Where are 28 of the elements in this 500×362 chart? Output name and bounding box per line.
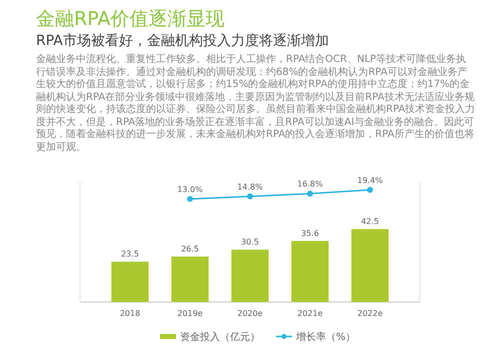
bar xyxy=(171,256,209,302)
data-label: 26.5 xyxy=(181,244,199,254)
chart-subtitle: RPA市场被看好，金融机构投入力度将逐渐增加 xyxy=(36,32,329,50)
data-label: 35.6 xyxy=(301,228,319,238)
data-label: 14.8% xyxy=(237,182,264,192)
legend-label: 增长率（%） xyxy=(295,331,356,343)
point xyxy=(307,190,313,197)
legend-label: 资金投入（亿元） xyxy=(180,331,260,343)
bar xyxy=(231,250,269,302)
bar xyxy=(351,229,389,302)
point xyxy=(367,186,373,193)
x-tick-label: 2018 xyxy=(120,309,140,318)
text: 金融业务中流程化、重复性工作较多。相比于人工操作，RPA结合OCR、NLP等技术可降低业务执行错误率及非法操作。通过对金融机构的调研发现：约68%的金融机构认为RPA可以对金融业务产生较大的价值且愿意尝试，以银行居多；约15%的金融机构对RPA的使用持中立态度；约17%的金融机构认为RPA在部分业务领域中很难落地，主要原因为监管制约以及目前RPA技术无法适应业务规则的快速变化，持该态度的以证券、保险公司居多。虽然目前看来中国金融机构RPA技术资金投入力度并不大，但是，RPA落地的业务场景正在逐渐丰富，且RPA可以加速AI与金融业务的融合。因此可预见，随着金融科技的进一步发展，未来金融机构对RPA的投入会逐渐增加，RPA所产生的价值也将更加可观。 xyxy=(36,54,476,154)
chart-title: 金融RPA价值逐渐显现 xyxy=(36,7,224,32)
x-tick-label: 2019e xyxy=(177,309,203,318)
data-label: 42.5 xyxy=(361,217,379,226)
bar xyxy=(111,262,149,302)
x-tick-label: 2022e xyxy=(357,309,383,318)
x-tick-label: 2021e xyxy=(297,309,323,318)
data-label: 13.0% xyxy=(177,184,204,194)
point xyxy=(247,193,253,200)
x-tick-label: 2020e xyxy=(237,309,263,318)
data-label: 30.5 xyxy=(241,238,259,247)
data-label: 16.8% xyxy=(297,180,324,189)
bar xyxy=(291,240,329,302)
data-label: 23.5 xyxy=(121,250,139,259)
point xyxy=(187,196,193,202)
data-label: 19.4% xyxy=(357,176,384,185)
